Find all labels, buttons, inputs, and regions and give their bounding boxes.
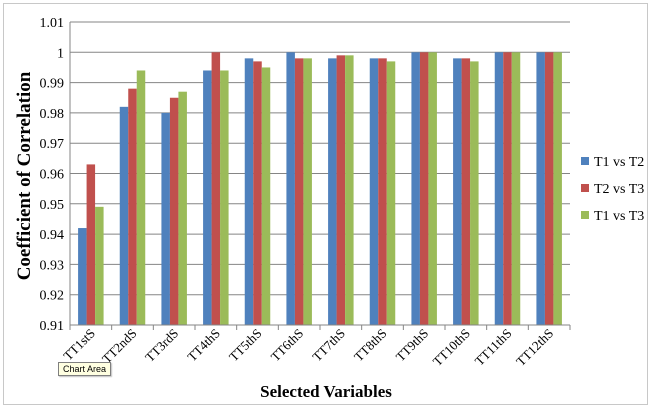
bar [536, 52, 545, 326]
y-tick-label: 0.94 [40, 228, 65, 243]
bar [411, 52, 420, 326]
legend-label: T2 vs T3 [594, 182, 644, 197]
y-axis-title: Coefficient of Correlation [14, 71, 35, 280]
x-tick-label: TT4thS [184, 326, 223, 365]
y-tick-labels: 0.91 0.92 0.93 0.94 0.95 0.96 0.97 0.98 0.99 1 1.0… [40, 16, 65, 334]
bar [203, 70, 212, 325]
x-tick-label: TT9thS [393, 326, 432, 365]
bar [211, 52, 221, 326]
bar [294, 58, 304, 326]
y-tick-label: 0.99 [40, 77, 65, 92]
bar [78, 228, 87, 325]
y-tick-label: 0.96 [40, 168, 65, 183]
x-tick-label: TT10thS [430, 326, 473, 369]
y-tick-label: 1.01 [40, 16, 65, 31]
bar [286, 52, 295, 326]
gridlines [70, 21, 570, 326]
bar [419, 52, 429, 326]
x-tick-label: TT6thS [268, 326, 307, 365]
bar [328, 58, 337, 326]
bar [95, 206, 104, 325]
bar [303, 58, 312, 326]
legend-swatch [581, 211, 589, 219]
bar [336, 55, 346, 325]
y-tick-label: 1 [57, 46, 64, 61]
chart-area-tooltip: Chart Area [58, 362, 112, 376]
y-tick-label: 0.91 [40, 319, 65, 334]
y-tick-label: 0.97 [40, 137, 65, 152]
bar [461, 58, 471, 326]
bar [244, 58, 254, 326]
x-tick-label: TT1stS [60, 326, 98, 364]
bar [261, 67, 271, 325]
bar [453, 58, 462, 326]
bars-group [78, 52, 562, 326]
bar [503, 52, 512, 326]
legend[interactable]: T1 vs T2 T2 vs T3 T1 vs T3 [581, 155, 644, 224]
legend-swatch [581, 157, 589, 165]
x-tick-label: TT8thS [351, 326, 390, 365]
bar [253, 61, 262, 325]
bar [178, 91, 187, 325]
bar [169, 97, 179, 325]
bar [220, 70, 229, 325]
x-tick-label: TT5thS [226, 326, 265, 365]
legend-swatch [581, 184, 589, 192]
x-tick-label: TT7thS [309, 326, 348, 365]
bar [86, 164, 96, 325]
x-tick-labels: TT1stS TT2ndS TT3rdS TT4thS TT5thS TT6thS TT7t… [60, 326, 556, 369]
y-tick-label: 0.92 [40, 289, 65, 304]
y-tick-label: 0.93 [40, 258, 65, 273]
y-tick-label: 0.95 [40, 198, 65, 213]
bar [369, 58, 379, 326]
legend-label: T1 vs T3 [594, 209, 644, 224]
bar [161, 112, 170, 326]
x-axis-title: Selected Variables [260, 382, 392, 401]
x-tick-label: TT2ndS [99, 326, 140, 367]
y-tick-label: 0.98 [40, 107, 65, 122]
x-tick-label: TT12thS [513, 326, 556, 369]
x-tick-label: TT11thS [472, 326, 515, 369]
bar [386, 61, 396, 325]
bar [470, 61, 479, 325]
x-tick-label: TT3rdS [142, 326, 181, 365]
chart-area[interactable]: 0.91 0.92 0.93 0.94 0.95 0.96 0.97 0.98 0.99 1 1.0… [3, 3, 648, 405]
bar [494, 52, 504, 326]
bar [544, 52, 554, 326]
bar [119, 106, 129, 325]
legend-label: T1 vs T2 [594, 155, 644, 170]
bar [428, 52, 437, 326]
bar [136, 70, 146, 325]
bar [511, 52, 521, 326]
axes [69, 22, 571, 330]
bar [378, 58, 387, 326]
bar [345, 55, 354, 325]
bar-chart: 0.91 0.92 0.93 0.94 0.95 0.96 0.97 0.98 0.99 1 1.0… [14, 16, 644, 401]
bar [553, 52, 562, 326]
bar [128, 88, 137, 325]
